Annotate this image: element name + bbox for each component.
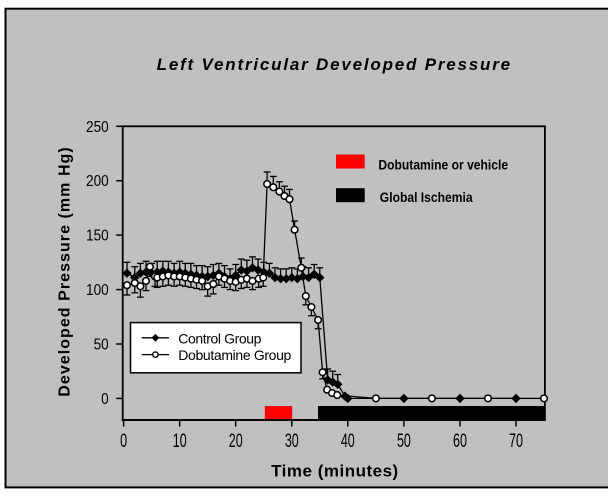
svg-text:250: 250 bbox=[86, 119, 109, 136]
svg-text:Control Group: Control Group bbox=[178, 330, 261, 346]
svg-text:Developed Pressure (mm Hg): Developed Pressure (mm Hg) bbox=[57, 146, 74, 396]
svg-text:0: 0 bbox=[120, 431, 127, 452]
svg-text:60: 60 bbox=[453, 431, 467, 452]
svg-text:20: 20 bbox=[229, 431, 243, 452]
svg-text:0: 0 bbox=[101, 391, 109, 408]
svg-text:10: 10 bbox=[173, 431, 187, 452]
svg-text:50: 50 bbox=[397, 431, 411, 452]
svg-text:Dobutamine Group: Dobutamine Group bbox=[178, 347, 291, 363]
svg-text:70: 70 bbox=[509, 431, 523, 452]
svg-text:50: 50 bbox=[94, 337, 109, 354]
svg-text:30: 30 bbox=[285, 431, 299, 452]
svg-text:Time (minutes): Time (minutes) bbox=[271, 462, 399, 481]
svg-text:150: 150 bbox=[86, 228, 109, 245]
svg-text:Global Ischemia: Global Ischemia bbox=[380, 189, 473, 205]
svg-text:Dobutamine or vehicle: Dobutamine or vehicle bbox=[378, 157, 508, 173]
svg-text:100: 100 bbox=[86, 282, 109, 299]
svg-text:40: 40 bbox=[341, 431, 355, 452]
svg-text:200: 200 bbox=[86, 173, 109, 190]
svg-text:Left Ventricular Developed Pre: Left Ventricular Developed Pressure bbox=[157, 55, 512, 74]
